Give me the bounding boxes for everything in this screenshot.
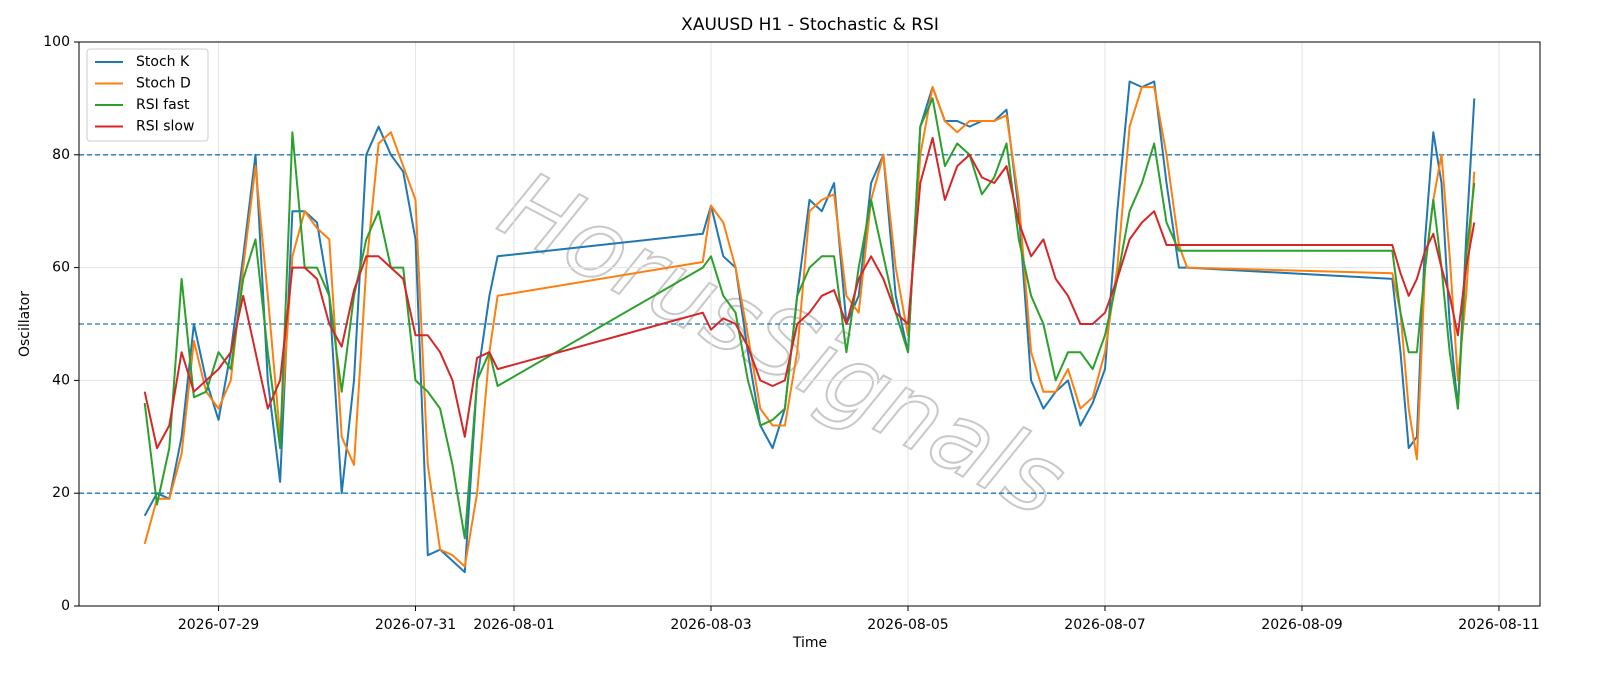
legend-label: Stoch D [136,76,191,92]
x-tick-label: 2026-08-11 [1458,617,1539,633]
x-tick-label: 2026-08-07 [1064,617,1145,633]
legend-box [86,48,209,142]
series-line [143,97,1476,540]
plot-frame [78,41,1541,607]
legend-label: RSI fast [136,97,190,113]
legend-label: RSI slow [136,119,194,135]
chart-title: XAUUSD H1 - Stochastic & RSI [681,15,939,35]
x-axis-label: Time [792,635,827,651]
x-tick-label: 2026-08-09 [1261,617,1342,633]
x-tick-label: 2026-07-29 [178,617,259,633]
y-tick-label: 40 [52,372,70,388]
y-tick-label: 60 [52,260,70,276]
x-tick-label: 2026-07-31 [375,617,456,633]
series-line [143,86,1476,568]
x-tick-label: 2026-08-03 [670,617,751,633]
x-tick-label: 2026-08-01 [473,617,554,633]
series-line [143,136,1476,450]
y-tick-label: 0 [61,598,70,614]
watermark: HorusSignals [483,151,1082,539]
y-tick-label: 20 [52,485,70,501]
y-tick-label: 100 [43,34,70,50]
x-tick-label: 2026-08-05 [867,617,948,633]
y-axis-label: Oscillator [17,291,33,357]
y-tick-label: 80 [52,147,70,163]
legend-label: Stoch K [136,54,190,70]
